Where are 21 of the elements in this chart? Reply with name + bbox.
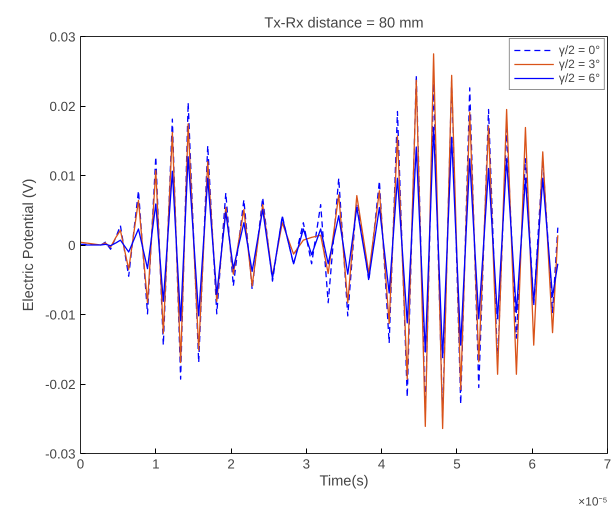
x-tick-label: 4 xyxy=(378,456,386,472)
chart-title: Tx-Rx distance = 80 mm xyxy=(264,16,424,32)
x-tick-label: 7 xyxy=(604,456,612,472)
x-axis-title: Time(s) xyxy=(319,474,369,490)
legend-label: γ/2 = 6° xyxy=(558,71,600,85)
x-tick-label: 3 xyxy=(302,456,310,472)
x-tick-label: 1 xyxy=(152,456,160,472)
y-tick-label: 0 xyxy=(68,238,76,253)
y-tick-label: 0.02 xyxy=(50,99,76,114)
y-tick-label: -0.03 xyxy=(45,446,76,462)
x-tick-label: 6 xyxy=(528,456,536,472)
legend-label: γ/2 = 3° xyxy=(558,57,600,71)
x-tick-label: 2 xyxy=(227,456,235,472)
x-tick-label: 5 xyxy=(453,456,461,472)
legend-label: γ/2 = 0° xyxy=(558,43,600,57)
y-axis-title: Electric Potential (V) xyxy=(21,178,38,312)
text: ×10⁻⁵ xyxy=(578,494,608,508)
y-tick-label: -0.01 xyxy=(45,308,76,322)
y-tick-label: 0.03 xyxy=(50,30,76,44)
y-tick-label: -0.02 xyxy=(45,377,76,392)
y-tick-label: 0.01 xyxy=(50,168,76,184)
